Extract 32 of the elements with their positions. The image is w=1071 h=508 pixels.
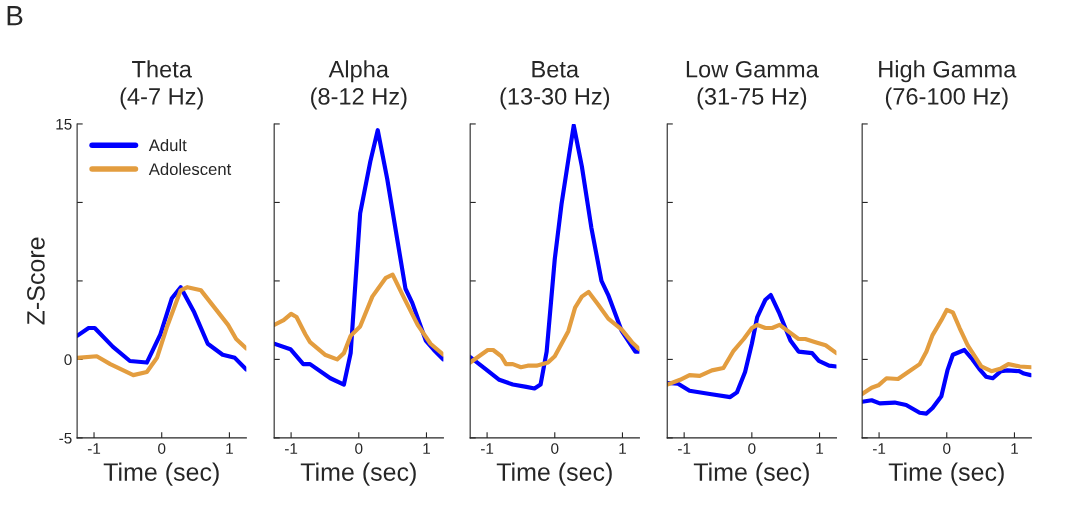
chart-title: Beta (13-30 Hz) [500,61,610,110]
text: B [7,6,23,26]
x-tick-label: 0 [158,443,166,454]
x-axis-title: Time (sec) [888,462,1004,486]
x-tick-label: 1 [816,443,824,454]
x-tick-label: 0 [355,443,363,454]
x-tick-label: -1 [87,443,101,454]
x-tick-label: -1 [678,443,691,454]
chart-title: Low Gamma (31-75 Hz) [686,60,819,110]
y-axis-title: Z-Score [27,237,45,325]
x-tick-label: 1 [1011,443,1018,454]
x-axis-title: Time (sec) [693,462,809,486]
x-tick-label: 0 [943,443,951,454]
y-tick-label: -5 [59,432,72,444]
chart-title: High Gamma (76-100 Hz) [879,60,1017,110]
x-tick-label: 0 [748,443,756,454]
x-tick-label: -1 [872,443,886,454]
x-tick-label: 1 [619,443,626,454]
x-tick-label: 0 [551,443,559,454]
x-tick-label: -1 [480,443,494,454]
x-axis-title: Time (sec) [496,462,612,486]
x-tick-label: -1 [284,443,298,454]
x-tick-label: 1 [226,443,233,454]
x-axis-title: Time (sec) [300,462,416,486]
chart-title: Alpha (8-12 Hz) [311,60,407,110]
x-axis-title: Time (sec) [103,462,219,486]
y-tick-label: 15 [56,118,72,130]
y-tick-label: 0 [64,354,72,366]
chart-title: Theta (4-7 Hz) [120,60,203,110]
x-tick-label: 1 [423,443,430,454]
legend-label: Adolescent [148,162,232,176]
legend-label: Adult [148,138,187,152]
